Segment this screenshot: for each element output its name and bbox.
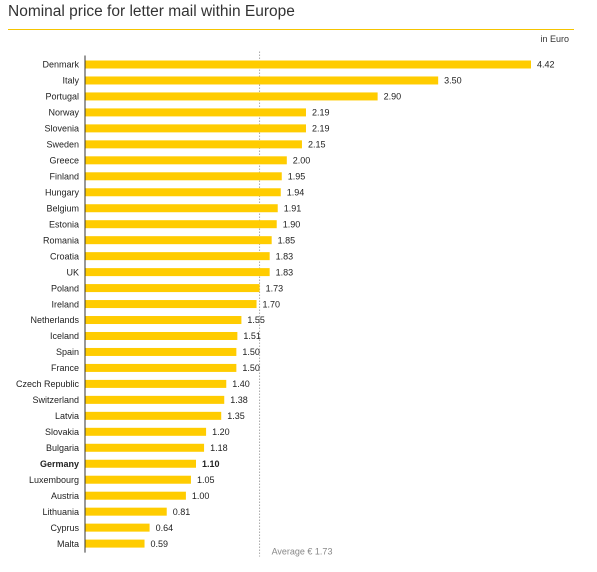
value-label: 1.94 xyxy=(287,187,305,197)
category-label: UK xyxy=(66,267,79,277)
bar xyxy=(85,124,306,133)
bar xyxy=(85,331,238,340)
category-label: Lithuania xyxy=(42,507,79,517)
value-label: 1.55 xyxy=(247,315,265,325)
category-label: Germany xyxy=(40,459,79,469)
category-label: Czech Republic xyxy=(16,379,80,389)
category-label: Denmark xyxy=(42,60,79,70)
title-underline xyxy=(8,29,574,30)
chart-title: Nominal price for letter mail within Eur… xyxy=(8,3,295,20)
value-label: 1.51 xyxy=(243,331,261,341)
category-label: Latvia xyxy=(55,411,79,421)
category-label: Austria xyxy=(51,491,79,501)
bar xyxy=(85,539,145,548)
average-label: Average € 1.73 xyxy=(272,547,333,557)
bar xyxy=(85,188,281,197)
value-label: 4.42 xyxy=(537,60,555,70)
bar xyxy=(85,92,378,101)
value-label: 1.18 xyxy=(210,443,228,453)
bar xyxy=(85,204,278,213)
category-label: Portugal xyxy=(45,92,79,102)
value-label: 1.00 xyxy=(192,491,210,501)
bar xyxy=(85,507,167,516)
category-label: Hungary xyxy=(45,187,80,197)
unit-label: in Euro xyxy=(540,34,569,44)
category-label: Luxembourg xyxy=(29,475,79,485)
category-label: Italy xyxy=(62,76,79,86)
category-label: Cyprus xyxy=(50,523,79,533)
value-label: 1.95 xyxy=(288,171,306,181)
category-label: Belgium xyxy=(46,203,79,213)
category-label: Malta xyxy=(57,539,79,549)
bar xyxy=(85,140,302,149)
value-label: 1.90 xyxy=(283,219,301,229)
value-label: 1.10 xyxy=(202,459,220,469)
value-label: 1.20 xyxy=(212,427,230,437)
value-label: 1.40 xyxy=(232,379,250,389)
bar xyxy=(85,411,222,420)
value-label: 0.81 xyxy=(173,507,191,517)
value-label: 1.73 xyxy=(266,283,284,293)
bar xyxy=(85,300,257,309)
category-label: Estonia xyxy=(49,219,79,229)
value-label: 2.15 xyxy=(308,140,326,150)
bar xyxy=(85,156,287,165)
category-label: Ireland xyxy=(51,299,79,309)
value-label: 1.38 xyxy=(230,395,248,405)
bar xyxy=(85,268,270,277)
bar xyxy=(85,427,207,436)
category-label: Sweden xyxy=(46,140,79,150)
value-label: 2.19 xyxy=(312,108,330,118)
category-label: Romania xyxy=(43,235,79,245)
bar xyxy=(85,347,237,356)
bar xyxy=(85,60,531,69)
value-label: 0.59 xyxy=(151,539,169,549)
bar xyxy=(85,220,277,229)
value-label: 1.70 xyxy=(263,299,281,309)
category-label: Spain xyxy=(56,347,79,357)
category-label: Iceland xyxy=(50,331,79,341)
bar xyxy=(85,491,186,500)
value-label: 1.85 xyxy=(278,235,296,245)
value-label: 2.00 xyxy=(293,156,311,166)
value-label: 0.64 xyxy=(156,523,174,533)
category-label: Netherlands xyxy=(30,315,79,325)
bar xyxy=(85,459,196,468)
value-label: 2.19 xyxy=(312,124,330,134)
category-label: Switzerland xyxy=(32,395,79,405)
bar xyxy=(85,395,225,404)
value-label: 1.35 xyxy=(227,411,245,421)
category-label: France xyxy=(51,363,79,373)
value-label: 1.83 xyxy=(276,251,294,261)
bar xyxy=(85,475,191,484)
category-label: Bulgaria xyxy=(46,443,79,453)
category-label: Greece xyxy=(49,156,79,166)
category-label: Poland xyxy=(51,283,79,293)
bar xyxy=(85,316,242,325)
value-label: 1.05 xyxy=(197,475,215,485)
value-label: 2.90 xyxy=(384,92,402,102)
bar xyxy=(85,443,205,452)
bar xyxy=(85,76,439,85)
category-label: Finland xyxy=(49,171,79,181)
bar xyxy=(85,363,237,372)
value-label: 1.83 xyxy=(276,267,294,277)
value-label: 1.91 xyxy=(284,203,302,213)
bar xyxy=(85,252,270,261)
category-label: Slovakia xyxy=(45,427,79,437)
value-label: 1.50 xyxy=(242,363,260,373)
bar xyxy=(85,172,282,181)
bar xyxy=(85,284,260,293)
bar xyxy=(85,236,272,245)
category-label: Croatia xyxy=(50,251,79,261)
bar xyxy=(85,108,306,117)
category-label: Slovenia xyxy=(44,124,79,134)
bar xyxy=(85,523,150,532)
bar xyxy=(85,379,227,388)
value-label: 3.50 xyxy=(444,76,462,86)
value-label: 1.50 xyxy=(242,347,260,357)
category-label: Norway xyxy=(48,108,79,118)
